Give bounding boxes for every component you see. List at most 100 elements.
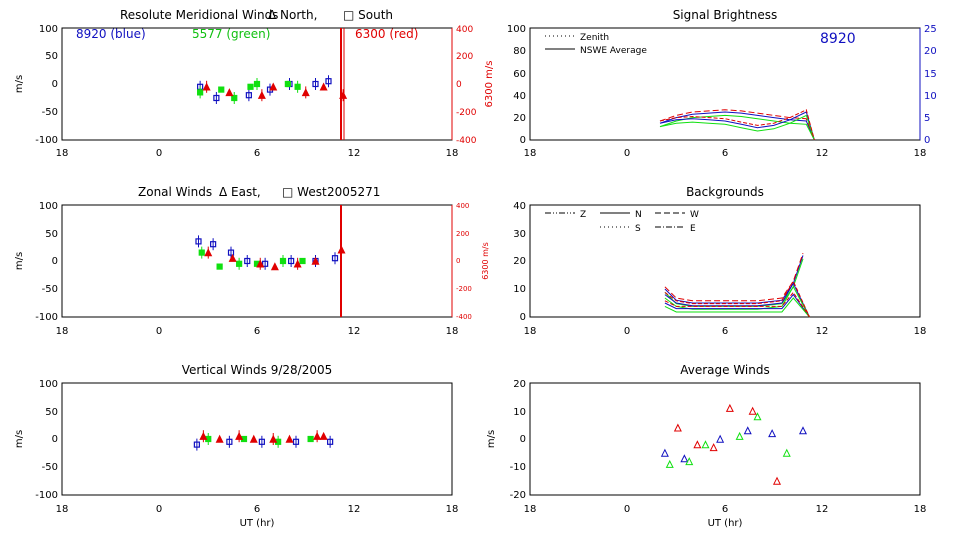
data-point xyxy=(197,89,204,96)
series-line xyxy=(664,293,810,318)
data-point xyxy=(244,257,251,265)
series-line xyxy=(664,291,810,318)
series-line xyxy=(659,109,815,141)
data-point xyxy=(299,257,306,265)
data-point xyxy=(331,255,339,262)
y-axis-label: m/s xyxy=(14,252,25,270)
y-ticks-left: 40 30 20 10 0 xyxy=(513,201,526,323)
y2-tick: 5 xyxy=(924,113,930,124)
y2-axis-label: 6300 m/s xyxy=(484,61,495,108)
x-tick: 18 xyxy=(56,326,69,337)
x-tick: 18 xyxy=(56,504,69,515)
series-line xyxy=(664,280,810,318)
y2-tick: -200 xyxy=(456,285,472,293)
x-tick: 0 xyxy=(156,504,162,515)
data-point xyxy=(235,431,244,440)
series-line xyxy=(664,253,804,302)
x-ticks: 18 0 6 12 18 xyxy=(524,504,927,515)
y-tick: 30 xyxy=(513,229,526,240)
x-tick: 0 xyxy=(624,326,630,337)
panel-average: Average Winds m/s 20 10 0 -10 -20 18 0 6… xyxy=(486,363,926,529)
x-tick: 18 xyxy=(524,148,537,159)
data-point xyxy=(284,80,291,88)
y-tick: 0 xyxy=(52,256,58,267)
data-point xyxy=(225,88,234,97)
data-point xyxy=(311,256,320,265)
y-ticks-left: 100 80 60 40 20 0 xyxy=(507,24,526,146)
y2-tick: 0 xyxy=(456,80,462,90)
y-tick: 50 xyxy=(45,229,58,240)
y2-tick: 15 xyxy=(924,69,937,80)
data-point xyxy=(247,83,254,90)
y-tick: 10 xyxy=(513,284,526,295)
data-point xyxy=(307,435,314,443)
data-point xyxy=(325,78,332,85)
x-tick: 0 xyxy=(624,504,630,515)
x-ticks: 18 0 6 12 18 xyxy=(524,148,927,159)
y-axis-label: m/s xyxy=(14,75,25,93)
x-tick: 18 xyxy=(914,148,927,159)
y2-tick: -400 xyxy=(456,313,472,321)
legend-west: □ West xyxy=(282,185,327,199)
data-point xyxy=(253,80,261,88)
x-tick: 12 xyxy=(816,326,829,337)
data-point xyxy=(269,434,278,443)
series-line xyxy=(659,114,815,141)
data-point xyxy=(701,440,710,449)
y-tick: -100 xyxy=(35,312,58,323)
data-point xyxy=(249,434,258,443)
data-point xyxy=(256,259,265,268)
legend-zenith: Zenith xyxy=(580,33,609,43)
y-tick: -10 xyxy=(510,462,526,473)
plot-frame xyxy=(529,382,921,496)
y-ticks-right: 400 200 0 -200 -400 xyxy=(456,202,472,321)
y2-tick: -400 xyxy=(456,136,477,146)
x-tick: 6 xyxy=(722,504,728,515)
data-point xyxy=(725,403,734,412)
y-ticks-left: 20 10 0 -10 -20 xyxy=(510,379,526,501)
y-axis-label: m/s xyxy=(14,430,25,448)
y-tick: -100 xyxy=(35,135,58,146)
tag-blue: 8920 (blue) xyxy=(76,27,146,41)
data-point xyxy=(313,431,322,440)
panel-vertical: Vertical Winds 9/28/2005 m/s 100 50 0 -5… xyxy=(14,363,458,529)
y-tick: 40 xyxy=(513,201,526,212)
data-point xyxy=(215,434,224,443)
series-line xyxy=(664,255,804,304)
chart-marks xyxy=(660,403,808,485)
data-point xyxy=(245,92,252,99)
y-tick: 20 xyxy=(513,256,526,267)
y-tick: 0 xyxy=(520,312,526,323)
series-line xyxy=(659,109,815,141)
data-point xyxy=(709,443,718,452)
x-tick: 0 xyxy=(624,148,630,159)
y-tick: 20 xyxy=(513,113,526,124)
x-tick: 18 xyxy=(56,148,69,159)
y-tick: 80 xyxy=(513,46,526,57)
y-tick: 20 xyxy=(513,379,526,390)
y2-tick: 25 xyxy=(924,24,937,35)
data-point xyxy=(218,86,225,93)
panel-title: Vertical Winds 9/28/2005 xyxy=(182,363,333,377)
panel-title: Zonal Winds xyxy=(138,185,212,199)
legend-e: E xyxy=(690,224,696,234)
data-point xyxy=(228,253,237,262)
y-tick: 0 xyxy=(520,135,526,146)
data-point xyxy=(293,259,302,268)
y2-tick: 0 xyxy=(456,257,460,265)
y-tick: -20 xyxy=(510,490,526,501)
data-point xyxy=(227,249,235,256)
legend-z: Z xyxy=(580,210,586,220)
legend-south: □ South xyxy=(343,8,393,22)
tag-green: 5577 (green) xyxy=(192,27,270,41)
legend-avg: NSWE Average xyxy=(580,46,647,56)
panel-signal: Signal Brightness Zenith NSWE Average 89… xyxy=(507,8,937,159)
panel-title: Signal Brightness xyxy=(673,8,778,22)
data-point xyxy=(258,438,265,445)
y2-tick: 400 xyxy=(456,202,469,210)
x-tick: 12 xyxy=(816,148,829,159)
legend-east: Δ East, xyxy=(219,185,261,199)
y-tick: 100 xyxy=(39,379,58,390)
data-point xyxy=(312,80,319,88)
